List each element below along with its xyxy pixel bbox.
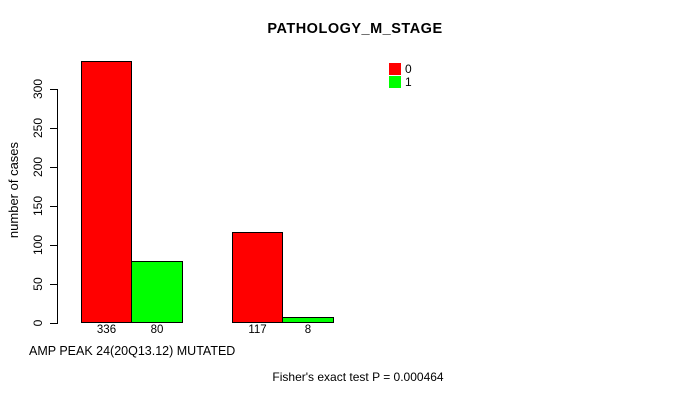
bar-value-label: 80 xyxy=(150,324,164,336)
y-axis-tick xyxy=(50,245,57,246)
y-axis-tick-label: 0 xyxy=(31,319,45,327)
legend-color-swatch-icon xyxy=(389,75,401,88)
y-axis-line xyxy=(57,89,58,324)
legend-label: 0 xyxy=(405,61,412,76)
bar-value-label: 336 xyxy=(96,324,117,336)
x-axis-label: AMP PEAK 24(20Q13.12) MUTATED xyxy=(29,344,236,358)
y-axis-tick-label: 200 xyxy=(31,156,45,178)
y-axis-tick-label: 250 xyxy=(31,117,45,139)
y-axis-tick xyxy=(50,284,57,285)
y-axis-tick-label: 100 xyxy=(31,234,45,256)
bar-series0-group1 xyxy=(81,61,132,323)
bar-series1-group1 xyxy=(131,261,183,323)
chart-title: PATHOLOGY_M_STAGE xyxy=(267,21,443,37)
y-axis-tick xyxy=(50,323,57,324)
y-axis-tick-label: 50 xyxy=(31,277,45,291)
y-axis-tick xyxy=(50,89,57,90)
y-axis-tick-label: 300 xyxy=(31,78,45,100)
bar-series1-group2 xyxy=(282,317,334,323)
bar-series0-group2 xyxy=(232,232,283,323)
y-axis-title: number of cases xyxy=(6,141,21,239)
y-axis-tick-label: 150 xyxy=(31,195,45,217)
y-axis-tick xyxy=(50,167,57,168)
legend-item: 0 xyxy=(389,62,412,75)
bar-value-label: 117 xyxy=(248,324,267,336)
legend-item: 1 xyxy=(389,75,412,88)
y-axis-tick xyxy=(50,128,57,129)
legend-label: 1 xyxy=(405,74,412,89)
y-axis-tick xyxy=(50,206,57,207)
bar-value-label: 8 xyxy=(304,324,312,336)
legend: 0 1 xyxy=(389,62,412,88)
legend-color-swatch-icon xyxy=(389,62,401,75)
fisher-test-annotation: Fisher's exact test P = 0.000464 xyxy=(272,370,444,384)
